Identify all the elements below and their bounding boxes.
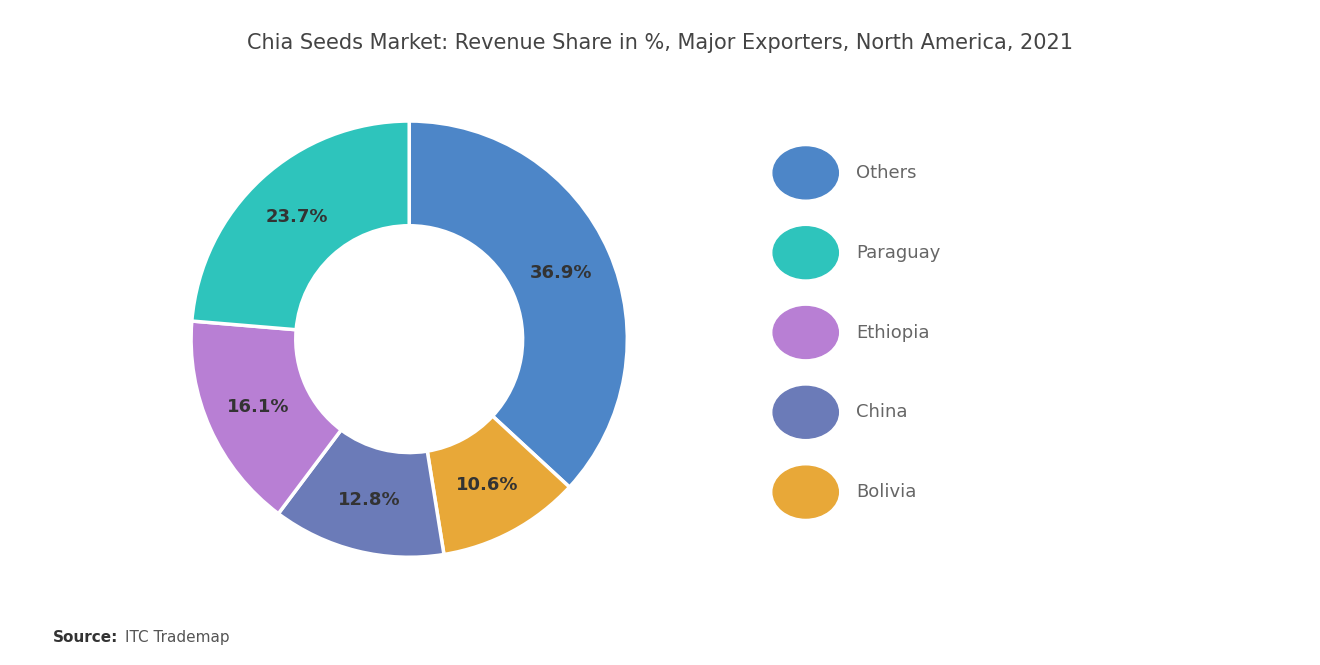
Text: Paraguay: Paraguay — [855, 243, 940, 262]
Circle shape — [774, 307, 838, 358]
Text: 16.1%: 16.1% — [227, 398, 289, 416]
Text: 12.8%: 12.8% — [338, 491, 401, 509]
Text: 10.6%: 10.6% — [457, 476, 519, 494]
Wedge shape — [191, 121, 409, 330]
Text: Source:: Source: — [53, 630, 119, 645]
Wedge shape — [409, 121, 627, 487]
Circle shape — [774, 147, 838, 199]
Circle shape — [774, 386, 838, 438]
Text: Chia Seeds Market: Revenue Share in %, Major Exporters, North America, 2021: Chia Seeds Market: Revenue Share in %, M… — [247, 33, 1073, 53]
Wedge shape — [428, 416, 569, 555]
Text: Ethiopia: Ethiopia — [855, 323, 929, 342]
Circle shape — [774, 466, 838, 518]
Text: Bolivia: Bolivia — [855, 483, 916, 501]
Text: Others: Others — [855, 164, 916, 182]
Wedge shape — [279, 430, 444, 557]
Text: 23.7%: 23.7% — [265, 208, 329, 226]
Text: ITC Trademap: ITC Trademap — [125, 630, 230, 645]
Wedge shape — [191, 321, 341, 513]
Text: China: China — [855, 403, 907, 422]
Circle shape — [774, 227, 838, 279]
Text: 36.9%: 36.9% — [529, 263, 593, 282]
